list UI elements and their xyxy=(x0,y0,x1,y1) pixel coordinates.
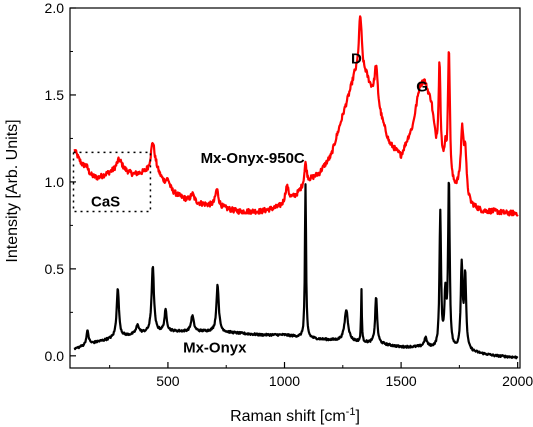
plot-area xyxy=(73,15,519,360)
annotations: D G Mx-Onyx-950C CaS Mx-Onyx xyxy=(72,51,428,356)
annotation-g: G xyxy=(416,78,428,95)
annotation-mx-onyx: Mx-Onyx xyxy=(183,339,247,356)
y-tick-label: 0.5 xyxy=(45,261,65,277)
x-tick-label: 1500 xyxy=(386,373,417,389)
series-line-mx-onyx-950c xyxy=(73,15,519,217)
plot-frame xyxy=(69,7,521,369)
y-tick-label: 1.0 xyxy=(45,174,65,190)
annotation-cas: CaS xyxy=(91,193,120,210)
cas-highlight-box xyxy=(72,151,152,213)
annotation-mx-onyx-950c: Mx-Onyx-950C xyxy=(201,150,305,167)
x-axis-title: Raman shift [cm-1] xyxy=(230,406,360,425)
y-tick-label: 1.5 xyxy=(45,87,65,103)
y-tick-label: 2.0 xyxy=(45,0,65,16)
annotation-d: D xyxy=(351,51,362,68)
x-tick-label: 1000 xyxy=(269,373,300,389)
x-tick-label: 2000 xyxy=(502,373,533,389)
axes: 500 1000 1500 2000 0.0 0.5 1.0 1.5 2.0 Raman shif… xyxy=(4,0,533,425)
series-line-mx-onyx xyxy=(73,181,519,360)
y-tick-label: 0.0 xyxy=(45,348,65,364)
x-tick-label: 500 xyxy=(156,373,180,389)
y-axis-title: Intensity [Arb. Units] xyxy=(4,119,21,262)
